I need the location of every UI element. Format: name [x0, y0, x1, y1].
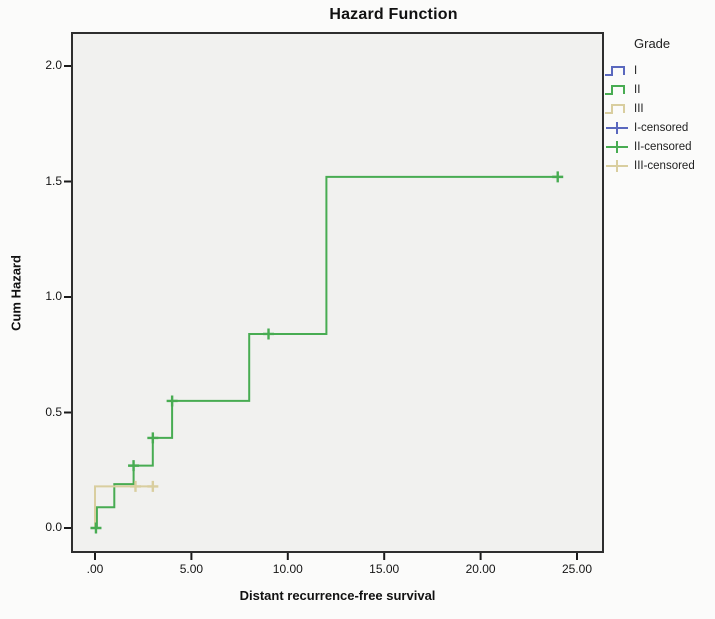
x-tick-label-1: 5.00 [179, 562, 204, 576]
x-tick-label-2: 10.00 [272, 562, 303, 576]
step-line-icon [605, 85, 625, 95]
legend: Grade I II III I-censored II-censored III-cen… [604, 36, 715, 175]
x-tick-label-0: .00 [86, 562, 104, 576]
hazard-curve-grade-II [95, 175, 558, 529]
legend-item-label: I-censored [634, 121, 689, 134]
y-tick-label-1: 0.5 [45, 404, 62, 419]
censored-plus-icon [606, 141, 628, 153]
legend-item-ii-censored: II-censored [604, 137, 715, 156]
censored-marker-grade-II-4 [263, 328, 275, 340]
step-line-icon [605, 66, 625, 76]
legend-item-label: II-censored [634, 140, 692, 153]
x-tick-label-5: 25.00 [561, 562, 593, 576]
y-tick-label-0: 0.0 [45, 520, 62, 534]
legend-title: Grade [634, 36, 671, 51]
censored-marker-grade-III-1 [147, 480, 159, 492]
legend-item-ii: II [604, 80, 715, 99]
legend-item-label: II [634, 83, 641, 96]
y-tick-label-4: 2.0 [45, 58, 62, 72]
step-line-icon [605, 104, 625, 114]
censored-marker-grade-III-0 [129, 480, 141, 492]
censored-marker-grade-II-3 [166, 395, 178, 407]
legend-item-iii-censored: III-censored [604, 156, 715, 175]
plot-frame [71, 32, 604, 553]
censored-marker-grade-II-0 [90, 522, 102, 534]
censored-marker-grade-II-5 [552, 171, 564, 183]
legend-item-label: I [634, 64, 638, 77]
legend-item-label: III [634, 102, 644, 115]
censored-plus-icon [606, 160, 628, 172]
x-tick-label-4: 20.00 [465, 562, 496, 576]
x-tick-label-3: 15.00 [369, 562, 400, 576]
censored-plus-icon [606, 122, 628, 134]
chart-title: Hazard Function [329, 6, 458, 23]
x-axis-label: Distant recurrence-free survival [239, 588, 436, 603]
legend-item-i-censored: I-censored [604, 118, 715, 137]
y-tick-label-3: 1.5 [45, 173, 62, 188]
legend-item-label: III-censored [634, 159, 695, 172]
censored-marker-grade-II-2 [147, 432, 159, 444]
censored-marker-grade-II-1 [128, 460, 140, 472]
legend-item-iii: III [604, 99, 715, 118]
legend-item-i: I [604, 61, 715, 80]
plot-area-background [72, 33, 603, 552]
legend-items: I II III I-censored II-censored III-censored [604, 61, 715, 175]
y-tick-label-2: 1.0 [45, 289, 62, 303]
